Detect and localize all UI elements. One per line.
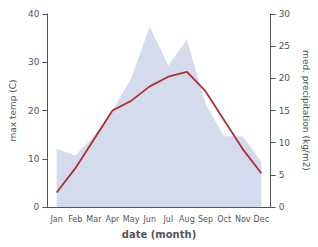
svg-text:30: 30	[279, 9, 291, 19]
svg-text:May: May	[123, 215, 140, 224]
svg-text:Dec: Dec	[254, 215, 269, 224]
svg-text:Apr: Apr	[106, 215, 121, 224]
svg-text:Jul: Jul	[162, 215, 173, 224]
svg-text:0: 0	[279, 202, 285, 212]
svg-text:date (month): date (month)	[122, 229, 196, 240]
svg-text:Jun: Jun	[142, 215, 156, 224]
svg-text:30: 30	[28, 57, 40, 67]
svg-text:Feb: Feb	[68, 215, 82, 224]
svg-text:0: 0	[34, 202, 40, 212]
svg-text:20: 20	[28, 106, 40, 116]
svg-text:25: 25	[279, 41, 290, 51]
svg-text:10: 10	[279, 138, 291, 148]
svg-text:5: 5	[279, 170, 285, 180]
svg-text:med. precipitation (kg/m2): med. precipitation (kg/m2)	[301, 50, 311, 171]
svg-text:Jan: Jan	[49, 215, 62, 224]
svg-text:Aug: Aug	[179, 215, 195, 224]
svg-text:max temp (C): max temp (C)	[8, 79, 18, 141]
svg-text:10: 10	[28, 154, 40, 164]
svg-text:20: 20	[279, 73, 291, 83]
svg-text:Sep: Sep	[198, 215, 213, 224]
svg-text:15: 15	[279, 106, 290, 116]
svg-text:40: 40	[28, 9, 40, 19]
svg-text:Nov: Nov	[235, 215, 251, 224]
svg-text:Mar: Mar	[86, 215, 102, 224]
svg-text:Oct: Oct	[217, 215, 231, 224]
